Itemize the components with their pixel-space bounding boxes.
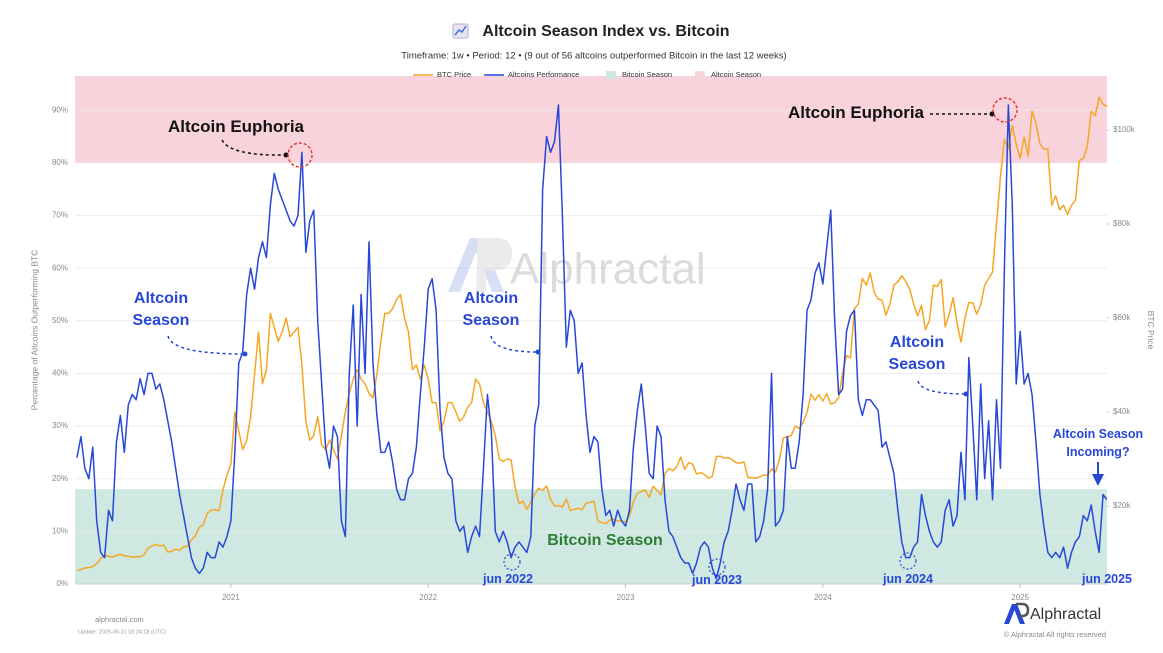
annotation: Altcoin Season Incoming?	[1052, 427, 1144, 459]
legend-swatch	[695, 71, 705, 79]
y-tick-label: 90%	[52, 105, 68, 114]
y2-tick-label: $40k	[1113, 407, 1131, 416]
annotation: Altcoin Euphoria	[168, 117, 304, 136]
y-tick-label: 50%	[52, 316, 68, 325]
pointer-dot	[283, 152, 289, 158]
legend: BTC Price Altcoins Performance Bitcoin Sea…	[413, 70, 761, 79]
footer-site: alphractal.com	[95, 615, 144, 624]
title-icon	[454, 25, 467, 36]
highlight-circle	[708, 558, 726, 576]
highlight-circle	[899, 552, 917, 570]
pointer	[490, 335, 539, 353]
y-axis-label: Percentage of Altcoins Outperforming BTC	[29, 250, 39, 411]
legend-label: Altcoins Performance	[508, 70, 579, 79]
logo-mark	[1004, 604, 1025, 624]
watermark-text: Alphractal	[510, 245, 706, 294]
legend-label: Altcoin Season	[711, 70, 761, 79]
season-band	[75, 76, 1107, 163]
annotation: Altcoin Season	[132, 290, 190, 330]
pointer-dot	[242, 351, 248, 357]
y2-tick-label: $100k	[1113, 125, 1136, 134]
x-tick-label: 2021	[222, 593, 240, 602]
watermark-logo	[476, 238, 512, 292]
bands	[75, 76, 1107, 584]
chart-subtitle: Timeframe: 1w • Period: 12 • (9 out of 5…	[401, 51, 786, 62]
y2-tick-label: $20k	[1113, 501, 1131, 510]
season-band	[75, 489, 1107, 584]
pointer	[917, 380, 967, 395]
grid: 0% 10% 20% 30% 40% 50% 60% 70% 80% 90% $20k $40k $60…	[52, 105, 1136, 602]
x-tick-label: 2024	[814, 593, 832, 602]
watermark: Alphractal	[448, 238, 706, 294]
y-tick-label: 70%	[52, 211, 68, 220]
y-tick-label: 10%	[52, 526, 68, 535]
pointer-dot	[963, 391, 969, 397]
annotation: jun 2023	[691, 573, 743, 587]
lines	[76, 96, 1107, 580]
y-tick-label: 30%	[52, 421, 68, 430]
highlight-circle	[287, 142, 313, 168]
annotation: jun 2022	[482, 572, 534, 586]
x-tick-label: 2022	[419, 593, 437, 602]
annotation: Altcoin Season	[462, 290, 520, 330]
footer-update: Update: 2025-06-11 16:24:18 (UTC)	[78, 629, 166, 635]
annotation: jun 2024	[882, 572, 934, 586]
highlight-circle	[992, 97, 1018, 123]
pointer-dot	[989, 111, 995, 117]
y2-tick-label: $80k	[1113, 219, 1131, 228]
series-line	[76, 96, 1107, 572]
pointer	[221, 139, 287, 156]
x-tick-label: 2025	[1011, 593, 1029, 602]
legend-swatch	[606, 71, 616, 79]
y-tick-label: 40%	[52, 369, 68, 378]
annotation: jun 2025	[1081, 572, 1133, 586]
watermark-logo	[448, 238, 504, 292]
y-tick-label: 80%	[52, 158, 68, 167]
y2-tick-label: $60k	[1113, 313, 1131, 322]
logo-mark	[1016, 602, 1030, 618]
pointer-dot	[535, 349, 541, 355]
annotation: Altcoin Euphoria	[788, 103, 924, 122]
y-tick-label: 20%	[52, 474, 68, 483]
pointer	[167, 335, 246, 355]
highlight-circle	[503, 553, 521, 571]
annotation: Altcoin Season	[888, 334, 946, 374]
logo-text: Alphractal	[1030, 606, 1101, 623]
series-line	[76, 104, 1107, 580]
chart-title: Altcoin Season Index vs. Bitcoin	[482, 23, 729, 40]
y2-axis-label: BTC Price	[1146, 311, 1156, 350]
legend-label: BTC Price	[437, 70, 471, 79]
y-tick-label: 0%	[56, 579, 68, 588]
legend-label: Bitcoin Season	[622, 70, 672, 79]
annotation: Bitcoin Season	[547, 532, 663, 549]
footer-copyright: © Alphractal All rights reserved	[1004, 630, 1106, 639]
y-tick-label: 60%	[52, 263, 68, 272]
x-tick-label: 2023	[617, 593, 635, 602]
